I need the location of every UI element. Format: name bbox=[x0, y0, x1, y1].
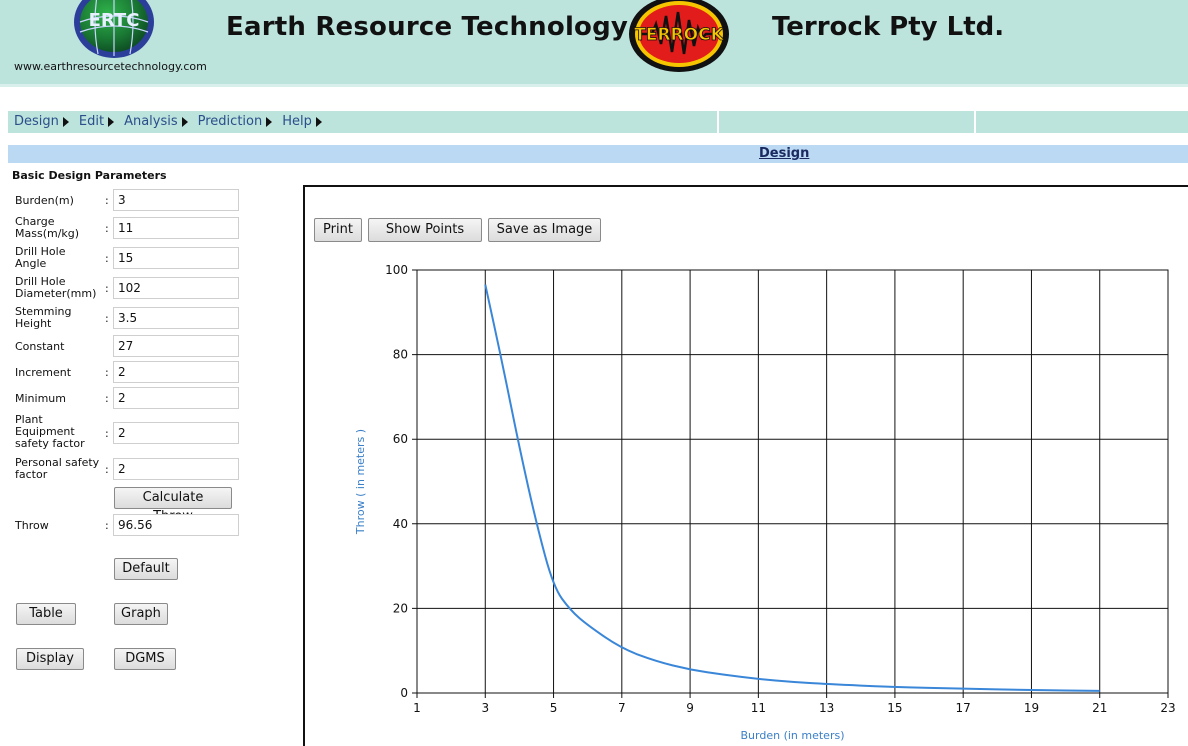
terrock-logo: TERROCK bbox=[629, 0, 729, 72]
x-tick-label: 21 bbox=[1092, 701, 1107, 715]
colon: : bbox=[105, 252, 109, 265]
colon: : bbox=[105, 427, 109, 440]
x-tick-label: 5 bbox=[550, 701, 558, 715]
colon: : bbox=[105, 194, 109, 207]
section-title: Design bbox=[759, 146, 810, 161]
x-tick-label: 7 bbox=[618, 701, 626, 715]
x-tick-label: 3 bbox=[481, 701, 489, 715]
default-button[interactable]: Default bbox=[114, 558, 178, 580]
ertc-logo-text: ERTC bbox=[89, 10, 140, 31]
submenu-arrow-icon bbox=[266, 116, 273, 127]
menu-analysis[interactable]: Analysis bbox=[124, 114, 188, 129]
submenu-arrow-icon bbox=[62, 116, 69, 127]
x-axis-label: Burden (in meters) bbox=[741, 729, 845, 742]
show-points-button[interactable]: Show Points bbox=[368, 218, 482, 242]
charge-mass-input[interactable] bbox=[113, 217, 239, 239]
y-tick-label: 0 bbox=[400, 686, 408, 700]
table-button[interactable]: Table bbox=[16, 603, 76, 625]
label-drill-hole-diameter: Drill Hole Diameter(mm) bbox=[15, 275, 97, 300]
submenu-arrow-icon bbox=[108, 116, 115, 127]
x-tick-label: 15 bbox=[887, 701, 902, 715]
main-menu-bar: Design Edit Analysis Prediction Help bbox=[8, 111, 1188, 133]
colon: : bbox=[105, 282, 109, 295]
company-name-primary: Earth Resource Technology bbox=[226, 12, 629, 42]
colon: : bbox=[105, 463, 109, 476]
x-tick-label: 13 bbox=[819, 701, 834, 715]
menu-edit[interactable]: Edit bbox=[78, 114, 115, 129]
colon: : bbox=[105, 519, 109, 532]
submenu-arrow-icon bbox=[315, 116, 322, 127]
stemming-height-input[interactable] bbox=[113, 307, 239, 329]
x-tick-label: 1 bbox=[413, 701, 421, 715]
dgms-button[interactable]: DGMS bbox=[114, 648, 176, 670]
colon: : bbox=[105, 392, 109, 405]
label-charge-mass: Charge Mass(m/kg) bbox=[15, 215, 80, 240]
y-tick-label: 60 bbox=[393, 432, 408, 446]
company-name-secondary: Terrock Pty Ltd. bbox=[772, 12, 1005, 42]
terrock-logo-text: TERROCK bbox=[634, 25, 724, 45]
y-axis-ticks: 0 20 40 60 80 100 bbox=[385, 263, 408, 700]
label-stemming-height: Stemming Height bbox=[15, 305, 72, 330]
drill-hole-diameter-input[interactable] bbox=[113, 277, 239, 299]
label-throw: Throw bbox=[15, 519, 49, 532]
label-constant: Constant bbox=[15, 340, 65, 353]
menu-design[interactable]: Design bbox=[14, 114, 69, 129]
x-tick-label: 23 bbox=[1160, 701, 1175, 715]
site-url[interactable]: www.earthresourcetechnology.com bbox=[14, 60, 207, 73]
ertc-globe-logo: ERTC bbox=[74, 0, 154, 58]
throw-series-line bbox=[484, 284, 1100, 692]
menu-separator bbox=[717, 111, 719, 133]
app-header: ERTC www.earthresourcetechnology.com Ear… bbox=[0, 0, 1188, 88]
display-button[interactable]: Display bbox=[16, 648, 84, 670]
print-button[interactable]: Print bbox=[314, 218, 362, 242]
x-tick-label: 17 bbox=[956, 701, 971, 715]
minimum-input[interactable] bbox=[113, 387, 239, 409]
colon: : bbox=[105, 222, 109, 235]
save-as-image-button[interactable]: Save as Image bbox=[488, 218, 601, 242]
label-drill-hole-angle: Drill Hole Angle bbox=[15, 245, 66, 270]
throw-output[interactable] bbox=[113, 514, 239, 536]
label-plant-equipment-safety-factor: Plant Equipment safety factor bbox=[15, 413, 85, 450]
menu-prediction[interactable]: Prediction bbox=[198, 114, 273, 129]
menu-items: Design Edit Analysis Prediction Help bbox=[14, 114, 332, 129]
menu-help[interactable]: Help bbox=[282, 114, 322, 129]
calculate-throw-button[interactable]: Calculate Throw bbox=[114, 487, 232, 524]
constant-input[interactable] bbox=[113, 335, 239, 357]
increment-input[interactable] bbox=[113, 361, 239, 383]
label-minimum: Minimum bbox=[15, 392, 66, 405]
plant-equipment-safety-factor-input[interactable] bbox=[113, 422, 239, 444]
y-tick-label: 40 bbox=[393, 517, 408, 531]
label-increment: Increment bbox=[15, 366, 72, 379]
header-divider bbox=[0, 84, 1188, 87]
y-axis-label: Throw ( in meters ) bbox=[354, 429, 367, 535]
section-header-bar: Design bbox=[8, 145, 1188, 163]
menu-label: Edit bbox=[78, 114, 105, 129]
x-tick-label: 9 bbox=[686, 701, 694, 715]
menu-separator bbox=[974, 111, 976, 133]
menu-label: Help bbox=[282, 114, 312, 129]
label-burden: Burden(m) bbox=[15, 194, 74, 207]
chart-grid bbox=[412, 269, 1169, 698]
plot-frame bbox=[416, 269, 1169, 694]
y-tick-label: 20 bbox=[393, 601, 408, 615]
x-tick-label: 11 bbox=[751, 701, 766, 715]
drill-hole-angle-input[interactable] bbox=[113, 247, 239, 269]
form-title: Basic Design Parameters bbox=[12, 169, 167, 182]
menu-label: Design bbox=[14, 114, 59, 129]
menu-label: Analysis bbox=[124, 114, 178, 129]
colon: : bbox=[105, 366, 109, 379]
y-tick-label: 100 bbox=[385, 263, 408, 277]
colon: : bbox=[105, 312, 109, 325]
graph-button[interactable]: Graph bbox=[114, 603, 168, 625]
x-tick-label: 19 bbox=[1024, 701, 1039, 715]
submenu-arrow-icon bbox=[181, 116, 188, 127]
personal-safety-factor-input[interactable] bbox=[113, 458, 239, 480]
menu-label: Prediction bbox=[197, 114, 263, 129]
y-tick-label: 80 bbox=[393, 348, 408, 362]
burden-input[interactable] bbox=[113, 189, 239, 211]
x-axis-ticks: 1 3 5 7 9 11 13 15 17 19 21 23 bbox=[413, 701, 1175, 715]
label-personal-safety-factor: Personal safety factor bbox=[15, 456, 100, 481]
chart-panel bbox=[303, 185, 1188, 746]
